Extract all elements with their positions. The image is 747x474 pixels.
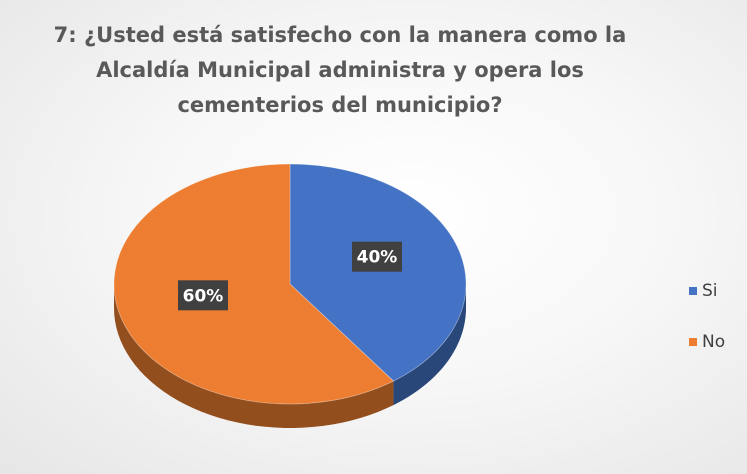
legend-item-no: No [689, 331, 725, 353]
pie-side-no [114, 284, 394, 428]
legend-label-si: Si [702, 281, 718, 301]
pie-side-si [393, 284, 466, 406]
chart-title: 7: ¿Usted está satisfecho con la manera … [0, 18, 680, 123]
pie-top [113, 163, 467, 405]
chart-title-line-3: cementerios del municipio? [177, 93, 503, 117]
legend-swatch-no [689, 338, 697, 346]
legend-label-no: No [702, 332, 726, 352]
pie-sides [114, 284, 466, 428]
chart-title-line-2: Alcaldía Municipal administra y opera lo… [96, 58, 584, 82]
legend-item-si: Si [689, 280, 725, 302]
legend-swatch-si [689, 287, 697, 295]
pie-slice-no [113, 163, 395, 405]
legend: Si No [689, 280, 725, 382]
chart-title-line-1: 7: ¿Usted está satisfecho con la manera … [53, 23, 627, 47]
data-label-si: 40% [352, 241, 402, 272]
data-label-text-si: 40% [357, 248, 398, 268]
data-label-text-no: 60% [183, 286, 224, 306]
data-label-box-si [352, 241, 402, 272]
pie-slice-si [289, 163, 467, 382]
pie-labels: 40% 60% [178, 241, 402, 311]
data-label-box-no [178, 280, 228, 311]
data-label-no: 60% [178, 280, 228, 311]
